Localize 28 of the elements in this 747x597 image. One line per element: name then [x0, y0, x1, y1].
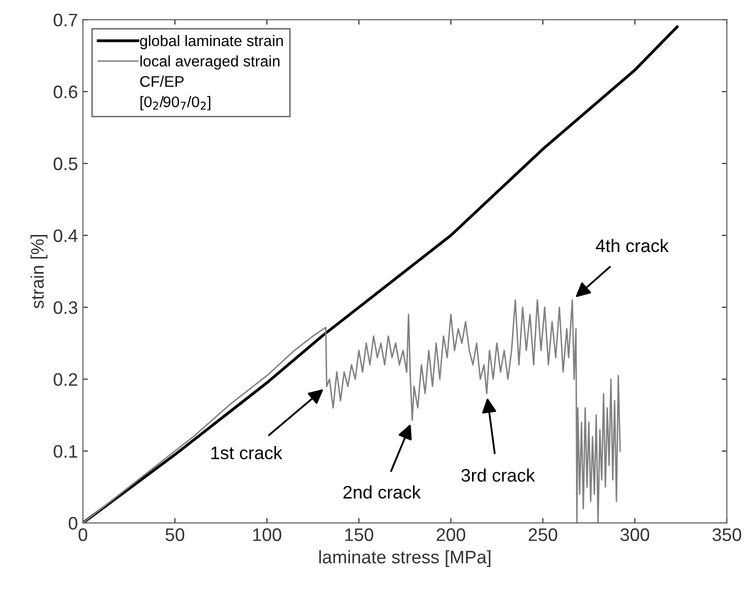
y-tick-label: 0.4 — [54, 229, 78, 242]
annotation: 1st crack — [211, 446, 282, 460]
annotation: 2nd crack — [343, 485, 421, 499]
y-tick-label: 0.1 — [54, 445, 78, 458]
x-tick-label: 50 — [166, 528, 184, 542]
line-series — [82, 26, 679, 523]
annotation: [0$_{2}$/90$_{7}$/0$_{2}$] — [140, 96, 210, 110]
annotation: 4th crack — [596, 238, 669, 252]
x-axis-title: laminate stress [MPa] — [319, 550, 490, 568]
x-tick-label: 250 — [528, 528, 558, 542]
annotation: 3rd crack — [461, 468, 536, 482]
y-tick-label: 0.6 — [54, 86, 78, 98]
y-tick-label: 0.3 — [54, 301, 78, 314]
y-tick-label: 0.2 — [54, 373, 78, 386]
x-tick-label: 150 — [345, 528, 374, 542]
x-tick-label: 100 — [253, 528, 282, 542]
legend-label: global laminate strain — [140, 34, 283, 50]
x-tick-label: 0 — [78, 528, 88, 542]
y-tick-label: 0 — [68, 516, 78, 530]
x-tick-label: 200 — [436, 528, 466, 542]
y-tick-label: 0.7 — [54, 14, 78, 26]
x-tick-label: 300 — [620, 528, 650, 542]
legend-label: local averaged strain — [140, 55, 280, 70]
annotation: CF/EP — [140, 76, 184, 87]
y-axis-title: strain [%] — [30, 234, 48, 308]
y-tick-label: 0.5 — [54, 157, 78, 170]
x-tick-label: 350 — [712, 528, 742, 542]
line-series — [82, 299, 621, 523]
